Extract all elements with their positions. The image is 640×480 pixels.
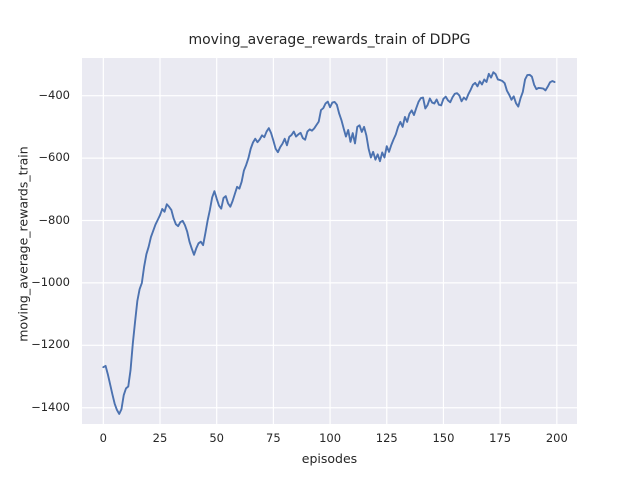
y-tick-label: −1200	[31, 337, 70, 352]
y-tick-label: −600	[38, 150, 70, 165]
x-axis-label: episodes	[301, 451, 358, 466]
y-tick-label: −1400	[31, 399, 70, 414]
x-tick-label: 75	[266, 431, 281, 445]
y-tick-label: −1000	[31, 274, 70, 289]
y-tick-label: −400	[38, 87, 70, 102]
x-tick-label: 125	[375, 431, 398, 445]
x-tick-label: 200	[545, 431, 568, 445]
x-tick-label: 175	[489, 431, 512, 445]
y-tick-label: −800	[38, 212, 70, 227]
y-axis-label: moving_average_rewards_train	[15, 146, 31, 342]
x-tick-label: 150	[432, 431, 455, 445]
x-tick-label: 100	[319, 431, 342, 445]
x-tick-label: 25	[152, 431, 168, 445]
x-tick-label: 50	[209, 431, 224, 445]
series-line-moving_average_rewards_train	[102, 71, 556, 415]
x-tick-label: 0	[99, 431, 107, 445]
chart-title: moving_average_rewards_train of DDPG	[188, 32, 471, 48]
